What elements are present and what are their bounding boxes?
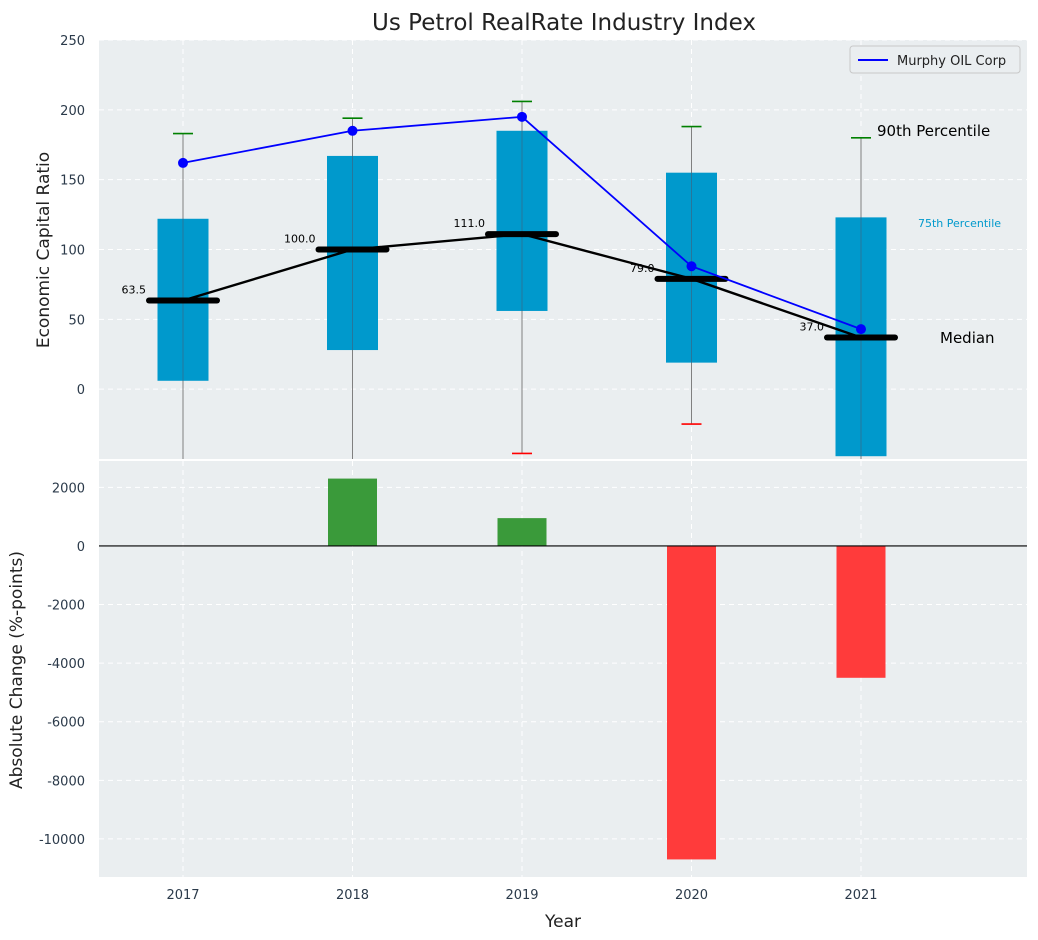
x-tick-label: 2021 [844, 888, 877, 903]
bottom-y-tick-label: -8000 [47, 774, 85, 789]
company-point [178, 157, 188, 168]
bottom-y-tick-label: -4000 [47, 657, 85, 672]
change-bar [836, 545, 886, 678]
x-tick-label: 2020 [675, 888, 708, 903]
change-bar [667, 545, 716, 860]
x-axis-label: Year [544, 912, 581, 932]
legend-box [849, 45, 1021, 74]
bottom-y-tick-label: 0 [77, 540, 85, 555]
top-y-tick-label: 0 [77, 383, 85, 398]
bottom-y-tick-label: 2000 [52, 481, 85, 496]
bottom-plot-background [99, 461, 1027, 877]
x-ticks: 2017 2018 2019 2020 2021 [166, 888, 877, 903]
bottom-y-tick-label: -2000 [47, 599, 85, 614]
company-line [178, 111, 866, 335]
company-point [347, 125, 358, 136]
bottom-y-axis-label: Absolute Change (%-points) [7, 551, 27, 789]
change-bars [328, 478, 886, 860]
median-value-label: 100.0 [284, 233, 316, 246]
median-value-label: 37.0 [800, 320, 825, 333]
annotation-median: Median [940, 329, 995, 347]
median-value-label: 63.5 [122, 283, 147, 296]
bottom-panel: -10000 -8000 -6000 -4000 -2000 0 2000 2017 2018… [7, 461, 1027, 932]
annotations: 90th Percentile 75th Percentile Median [877, 122, 1001, 347]
x-tick-label: 2018 [336, 888, 369, 903]
legend-label-company: Murphy OIL Corp [897, 54, 1006, 69]
median-line: 63.5 100.0 111.0 79.0 37.0 [122, 217, 898, 341]
top-y-tick-label: 200 [60, 104, 85, 119]
top-y-tick-label: 50 [68, 313, 85, 328]
bottom-y-tick-label: -10000 [39, 833, 85, 848]
bottom-y-tick-label: -6000 [47, 716, 85, 731]
median-value-label: 111.0 [454, 217, 486, 230]
legend: Murphy OIL Corp [849, 45, 1021, 74]
x-tick-label: 2017 [166, 888, 199, 903]
top-y-ticks: 0 50 100 150 200 250 [60, 34, 85, 398]
top-y-tick-label: 100 [60, 244, 85, 259]
annotation-p75: 75th Percentile [918, 217, 1001, 230]
change-bar [497, 518, 547, 546]
x-tick-label: 2019 [505, 888, 538, 903]
median-value-label: 79.0 [630, 262, 655, 275]
top-panel: 0 50 100 150 200 250 63.5 100.0 111.0 79.0 37.0 9… [34, 34, 1027, 459]
annotation-p90: 90th Percentile [877, 122, 990, 140]
company-point [686, 261, 697, 272]
chart-title: Us Petrol RealRate Industry Index [372, 10, 756, 36]
top-y-tick-label: 250 [60, 34, 85, 49]
company-point [517, 111, 527, 122]
top-y-tick-label: 150 [60, 174, 85, 189]
top-y-axis-label: Economic Capital Ratio [34, 152, 54, 348]
bottom-y-ticks: -10000 -8000 -6000 -4000 -2000 0 2000 [39, 481, 85, 848]
company-point [856, 324, 866, 335]
change-bar [328, 478, 377, 546]
